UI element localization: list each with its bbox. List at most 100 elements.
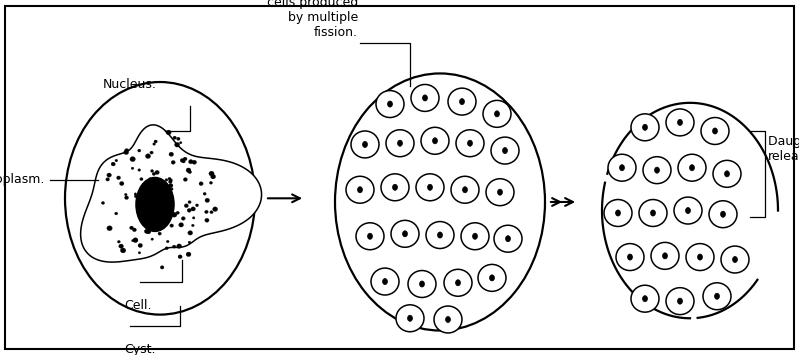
Ellipse shape xyxy=(157,195,162,200)
Ellipse shape xyxy=(183,157,187,161)
Ellipse shape xyxy=(444,269,472,296)
Ellipse shape xyxy=(125,149,129,152)
Ellipse shape xyxy=(153,143,156,145)
Ellipse shape xyxy=(181,217,185,220)
Ellipse shape xyxy=(164,200,166,202)
Ellipse shape xyxy=(101,202,105,204)
Ellipse shape xyxy=(165,247,169,250)
Ellipse shape xyxy=(157,225,162,230)
Ellipse shape xyxy=(495,111,499,117)
Ellipse shape xyxy=(185,204,189,208)
Ellipse shape xyxy=(426,222,454,248)
Ellipse shape xyxy=(451,176,479,203)
Ellipse shape xyxy=(615,210,621,216)
Ellipse shape xyxy=(478,264,506,291)
Ellipse shape xyxy=(134,195,137,198)
Ellipse shape xyxy=(714,293,719,299)
Ellipse shape xyxy=(210,211,213,214)
Ellipse shape xyxy=(396,305,424,332)
Ellipse shape xyxy=(187,208,191,212)
Ellipse shape xyxy=(392,184,397,190)
Ellipse shape xyxy=(721,211,725,217)
Ellipse shape xyxy=(151,190,153,192)
Ellipse shape xyxy=(117,176,121,180)
Ellipse shape xyxy=(165,184,168,187)
Ellipse shape xyxy=(189,159,193,164)
Ellipse shape xyxy=(209,181,213,184)
Ellipse shape xyxy=(666,288,694,315)
Ellipse shape xyxy=(183,178,187,181)
Ellipse shape xyxy=(381,174,409,201)
Ellipse shape xyxy=(157,203,163,207)
Ellipse shape xyxy=(491,137,519,164)
Ellipse shape xyxy=(639,200,667,226)
Ellipse shape xyxy=(114,212,117,215)
Ellipse shape xyxy=(157,199,161,203)
Ellipse shape xyxy=(171,160,175,164)
Ellipse shape xyxy=(192,160,197,164)
Ellipse shape xyxy=(179,223,184,227)
Ellipse shape xyxy=(145,181,148,183)
Ellipse shape xyxy=(698,254,702,260)
Ellipse shape xyxy=(411,84,439,111)
Ellipse shape xyxy=(174,142,180,147)
Ellipse shape xyxy=(686,244,714,271)
Ellipse shape xyxy=(403,231,407,237)
Ellipse shape xyxy=(419,281,424,287)
Ellipse shape xyxy=(170,224,173,227)
Ellipse shape xyxy=(416,174,444,201)
Ellipse shape xyxy=(138,252,141,254)
Ellipse shape xyxy=(188,201,191,203)
Ellipse shape xyxy=(459,99,464,105)
Ellipse shape xyxy=(191,207,196,211)
Ellipse shape xyxy=(152,186,156,191)
Ellipse shape xyxy=(166,240,169,243)
Ellipse shape xyxy=(157,197,162,202)
Polygon shape xyxy=(81,125,261,262)
Ellipse shape xyxy=(153,193,157,197)
Ellipse shape xyxy=(346,176,374,203)
Ellipse shape xyxy=(155,170,159,174)
Ellipse shape xyxy=(125,193,127,196)
Ellipse shape xyxy=(461,223,489,250)
Ellipse shape xyxy=(193,217,195,219)
Ellipse shape xyxy=(678,298,682,304)
Ellipse shape xyxy=(117,240,121,243)
Ellipse shape xyxy=(145,154,150,158)
Ellipse shape xyxy=(678,154,706,181)
Ellipse shape xyxy=(188,170,192,174)
Ellipse shape xyxy=(631,114,659,141)
Ellipse shape xyxy=(159,202,162,205)
Ellipse shape xyxy=(119,244,124,248)
Ellipse shape xyxy=(608,154,636,181)
Ellipse shape xyxy=(169,184,173,187)
Ellipse shape xyxy=(153,203,159,208)
Text: Cyst.
(Protective Wall): Cyst. (Protective Wall) xyxy=(89,343,192,355)
Ellipse shape xyxy=(209,171,214,176)
Ellipse shape xyxy=(150,170,153,172)
Ellipse shape xyxy=(386,130,414,157)
Ellipse shape xyxy=(161,266,164,269)
Ellipse shape xyxy=(169,179,173,181)
Ellipse shape xyxy=(703,283,731,310)
Ellipse shape xyxy=(165,216,169,220)
Ellipse shape xyxy=(205,218,209,222)
Ellipse shape xyxy=(124,150,129,154)
Ellipse shape xyxy=(733,256,737,263)
Ellipse shape xyxy=(455,280,460,286)
Text: Nucleus.: Nucleus. xyxy=(103,78,157,91)
Ellipse shape xyxy=(154,201,158,205)
Ellipse shape xyxy=(376,91,404,118)
Ellipse shape xyxy=(165,179,168,181)
Ellipse shape xyxy=(169,152,173,157)
Ellipse shape xyxy=(145,229,149,234)
Ellipse shape xyxy=(186,168,191,173)
Ellipse shape xyxy=(432,138,437,144)
Ellipse shape xyxy=(483,100,511,127)
Ellipse shape xyxy=(388,101,392,107)
Ellipse shape xyxy=(182,160,185,163)
Ellipse shape xyxy=(137,149,141,152)
Ellipse shape xyxy=(725,171,729,177)
Ellipse shape xyxy=(168,178,171,180)
Ellipse shape xyxy=(651,242,679,269)
